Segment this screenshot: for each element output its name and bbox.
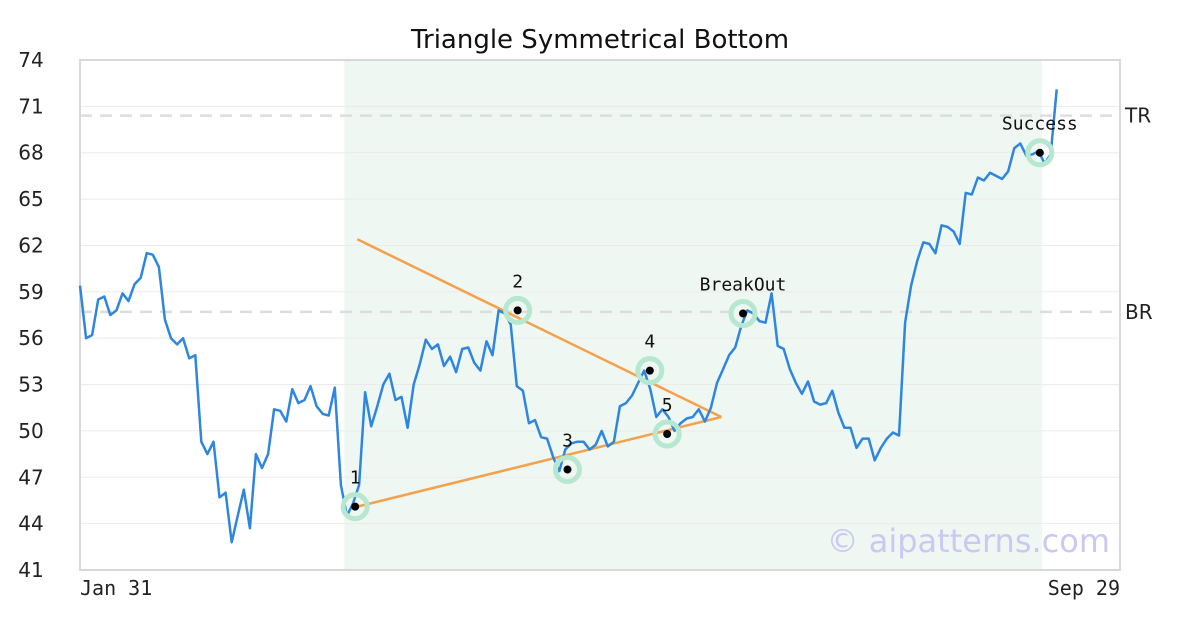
trendlines-layer <box>356 238 722 508</box>
price-line <box>78 89 1058 544</box>
y-tick-label: 53 <box>18 373 43 397</box>
point-label-2: 2 <box>512 271 523 292</box>
point-halo-2 <box>503 295 533 325</box>
pattern-band-layer <box>344 60 1042 570</box>
x-tick-label: Jan 31 <box>80 576 152 600</box>
point-label-success: Success <box>1002 114 1078 135</box>
y-tick-label: 62 <box>18 233 43 257</box>
y-tick-label: 59 <box>18 280 43 304</box>
y-tick-label: 74 <box>18 48 43 72</box>
point-label-3: 3 <box>562 431 573 452</box>
point-marker-breakout <box>739 309 747 318</box>
y-tick-label: 68 <box>18 141 43 165</box>
y-tick-label: 71 <box>18 94 43 118</box>
trendline-upper <box>356 238 722 419</box>
point-marker-2 <box>513 306 522 315</box>
point-halo-4 <box>635 356 665 386</box>
point-marker-3 <box>563 465 572 474</box>
y-tick-label: 41 <box>18 558 43 582</box>
point-marker-success <box>1035 148 1044 157</box>
y-tick-label: 65 <box>18 187 43 211</box>
pattern-band <box>344 60 1042 570</box>
series-layer <box>78 89 1058 544</box>
y-tick-label: 44 <box>18 512 43 536</box>
point-label-5: 5 <box>662 395 673 416</box>
plot-frame <box>79 59 1121 571</box>
point-halo-5 <box>652 419 682 449</box>
reference-lines-layer: TR BR <box>80 104 1153 324</box>
point-halo-success <box>1025 138 1055 168</box>
point-label-4: 4 <box>644 332 655 353</box>
reference-label-tr: TR <box>1124 104 1151 128</box>
y-tick-label: 56 <box>18 326 43 350</box>
point-halo-3 <box>553 455 582 485</box>
y-tick-label: 50 <box>18 419 43 443</box>
watermark: © aipatterns.com <box>827 522 1110 560</box>
point-marker-4 <box>645 366 654 375</box>
trendline-lower <box>357 415 722 508</box>
y-tick-label: 47 <box>18 465 43 489</box>
point-halo-1 <box>340 492 370 522</box>
point-label-breakout: BreakOut <box>700 274 787 295</box>
point-halo-breakout <box>728 298 758 328</box>
point-label-1: 1 <box>350 468 361 489</box>
point-marker-1 <box>351 502 360 511</box>
reference-label-br: BR <box>1125 300 1153 324</box>
y-axis: 41 44 47 50 53 56 59 62 65 68 71 74 <box>18 48 43 582</box>
chart-title: Triangle Symmetrical Bottom <box>410 25 789 55</box>
x-tick-label: Sep 29 <box>1048 576 1120 600</box>
points-layer: 1 2 3 4 5 BreakOut Success <box>340 114 1078 522</box>
point-marker-5 <box>663 430 672 438</box>
x-axis: Jan 31 Sep 29 <box>80 576 1120 600</box>
